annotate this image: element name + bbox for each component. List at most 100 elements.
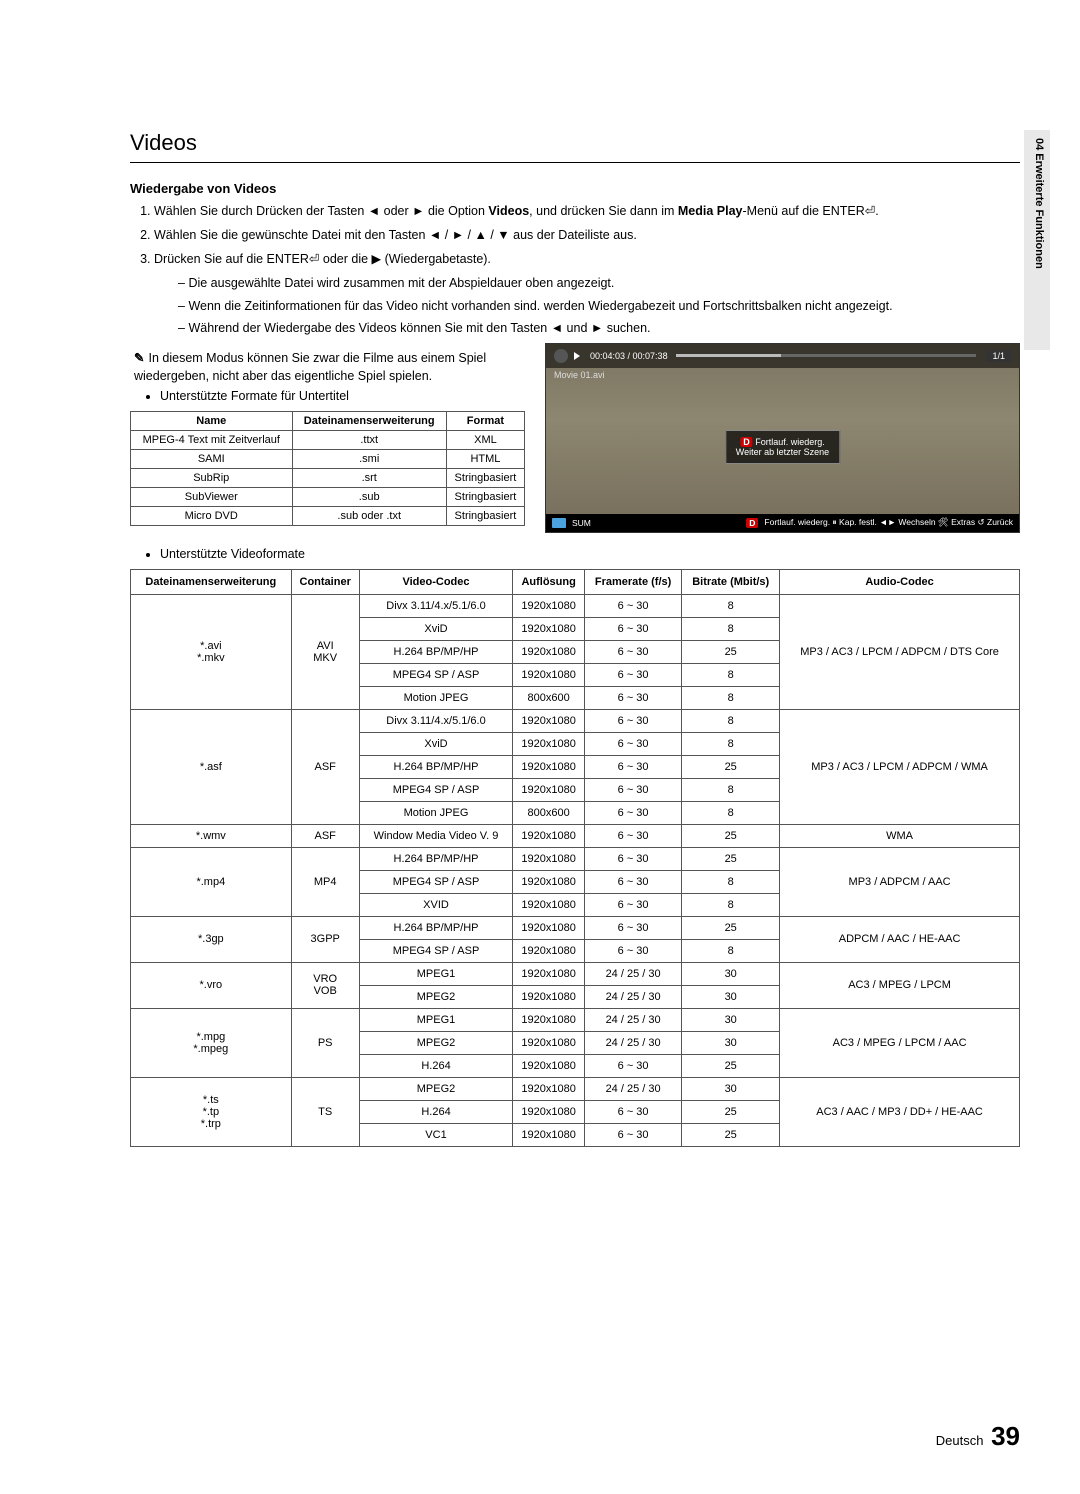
player-bottombar: SUM D Fortlauf. wiederg. ⏸ Kap. festl. ◄… xyxy=(546,514,1019,532)
table-row: MPEG-4 Text mit Zeitverlauf.ttxtXML xyxy=(131,431,525,450)
player-filename: Movie 01.avi xyxy=(554,370,605,380)
subtitle-table-header: Format xyxy=(446,412,524,431)
table-cell: 1920x1080 xyxy=(513,617,585,640)
table-cell: 24 / 25 / 30 xyxy=(584,962,681,985)
table-cell: 6 ~ 30 xyxy=(584,709,681,732)
table-cell: .ttxt xyxy=(292,431,446,450)
footer-page-number: 39 xyxy=(991,1421,1020,1451)
audio-codec-cell: AC3 / AAC / MP3 / DD+ / HE-AAC xyxy=(780,1077,1020,1146)
table-cell: 8 xyxy=(682,732,780,755)
video-player-screenshot: 00:04:03 / 00:07:38 1/1 Movie 01.avi D F… xyxy=(545,343,1020,533)
chapter-side-tab: 04 Erweiterte Funktionen xyxy=(1024,130,1050,350)
table-cell: XviD xyxy=(359,732,513,755)
step-3-sub2: Wenn die Zeitinformationen für das Video… xyxy=(178,297,1020,315)
table-cell: Divx 3.11/4.x/5.1/6.0 xyxy=(359,594,513,617)
step-1-bold1: Videos xyxy=(488,204,529,218)
ext-cell: *.mpg*.mpeg xyxy=(131,1008,292,1077)
table-cell: 800x600 xyxy=(513,686,585,709)
table-cell: Divx 3.11/4.x/5.1/6.0 xyxy=(359,709,513,732)
table-cell: 1920x1080 xyxy=(513,847,585,870)
table-cell: XviD xyxy=(359,617,513,640)
note-icon xyxy=(134,351,148,365)
table-cell: MPEG4 SP / ASP xyxy=(359,663,513,686)
step-2: Wählen Sie die gewünschte Datei mit den … xyxy=(154,226,1020,244)
table-cell: 8 xyxy=(682,709,780,732)
table-cell: 24 / 25 / 30 xyxy=(584,1077,681,1100)
table-cell: 1920x1080 xyxy=(513,1031,585,1054)
table-cell: 6 ~ 30 xyxy=(584,1100,681,1123)
step-1-mid: , und drücken Sie dann im xyxy=(529,204,678,218)
table-cell: 6 ~ 30 xyxy=(584,686,681,709)
table-cell: .srt xyxy=(292,469,446,488)
table-cell: H.264 BP/MP/HP xyxy=(359,755,513,778)
progress-bar xyxy=(676,354,977,357)
table-cell: 6 ~ 30 xyxy=(584,663,681,686)
video-table-header: Framerate (f/s) xyxy=(584,569,681,594)
table-cell: 30 xyxy=(682,1031,780,1054)
table-cell: 24 / 25 / 30 xyxy=(584,1031,681,1054)
table-cell: 1920x1080 xyxy=(513,1077,585,1100)
container-cell: AVIMKV xyxy=(291,594,359,709)
table-cell: 25 xyxy=(682,1054,780,1077)
table-cell: 1920x1080 xyxy=(513,1054,585,1077)
ext-cell: *.wmv xyxy=(131,824,292,847)
video-table-header: Container xyxy=(291,569,359,594)
table-cell: 1920x1080 xyxy=(513,709,585,732)
table-cell: 1920x1080 xyxy=(513,1123,585,1146)
player-status-icon xyxy=(554,349,568,363)
table-row: *.ts*.tp*.trpTSMPEG21920x108024 / 25 / 3… xyxy=(131,1077,1020,1100)
table-cell: Motion JPEG xyxy=(359,801,513,824)
note-text: In diesem Modus können Sie zwar die Film… xyxy=(134,351,486,383)
player-topbar: 00:04:03 / 00:07:38 1/1 xyxy=(546,344,1019,368)
note: In diesem Modus können Sie zwar die Film… xyxy=(130,349,525,385)
subheading: Wiedergabe von Videos xyxy=(130,181,1020,196)
table-cell: 8 xyxy=(682,686,780,709)
video-table-header: Bitrate (Mbit/s) xyxy=(682,569,780,594)
table-cell: 1920x1080 xyxy=(513,962,585,985)
table-cell: 8 xyxy=(682,939,780,962)
table-cell: SubRip xyxy=(131,469,293,488)
table-cell: 25 xyxy=(682,1123,780,1146)
table-cell: 6 ~ 30 xyxy=(584,916,681,939)
table-row: Micro DVD.sub oder .txtStringbasiert xyxy=(131,507,525,526)
audio-codec-cell: AC3 / MPEG / LPCM xyxy=(780,962,1020,1008)
audio-codec-cell: MP3 / AC3 / LPCM / ADPCM / DTS Core xyxy=(780,594,1020,709)
table-cell: MPEG4 SP / ASP xyxy=(359,939,513,962)
step-1: Wählen Sie durch Drücken der Tasten ◄ od… xyxy=(154,202,1020,220)
table-cell: Window Media Video V. 9 xyxy=(359,824,513,847)
table-cell: MPEG2 xyxy=(359,1077,513,1100)
table-cell: MPEG4 SP / ASP xyxy=(359,778,513,801)
table-row: *.mpg*.mpegPSMPEG11920x108024 / 25 / 303… xyxy=(131,1008,1020,1031)
step-3-sub3: Während der Wiedergabe des Videos können… xyxy=(178,319,1020,337)
sum-label: SUM xyxy=(572,518,591,528)
table-cell: 8 xyxy=(682,801,780,824)
table-row: *.vroVROVOBMPEG11920x108024 / 25 / 3030A… xyxy=(131,962,1020,985)
table-cell: 8 xyxy=(682,870,780,893)
table-cell: 1920x1080 xyxy=(513,778,585,801)
table-cell: 30 xyxy=(682,1077,780,1100)
divider xyxy=(130,162,1020,163)
step-3-sub1: Die ausgewählte Datei wird zusammen mit … xyxy=(178,274,1020,292)
table-cell: 800x600 xyxy=(513,801,585,824)
table-cell: MPEG2 xyxy=(359,985,513,1008)
container-cell: VROVOB xyxy=(291,962,359,1008)
table-row: *.mp4MP4H.264 BP/MP/HP1920x10806 ~ 3025M… xyxy=(131,847,1020,870)
table-cell: H.264 BP/MP/HP xyxy=(359,916,513,939)
table-cell: 8 xyxy=(682,778,780,801)
video-table-header: Video-Codec xyxy=(359,569,513,594)
table-cell: 30 xyxy=(682,985,780,1008)
table-cell: 1920x1080 xyxy=(513,594,585,617)
table-cell: H.264 BP/MP/HP xyxy=(359,640,513,663)
step-3-text: Drücken Sie auf die ENTER⏎ oder die ▶ (W… xyxy=(154,252,491,266)
subtitle-table-header: Dateinamenserweiterung xyxy=(292,412,446,431)
ext-cell: *.3gp xyxy=(131,916,292,962)
table-cell: .sub oder .txt xyxy=(292,507,446,526)
table-row: *.avi*.mkvAVIMKVDivx 3.11/4.x/5.1/6.0192… xyxy=(131,594,1020,617)
audio-codec-cell: AC3 / MPEG / LPCM / AAC xyxy=(780,1008,1020,1077)
table-cell: 8 xyxy=(682,893,780,916)
table-cell: 8 xyxy=(682,617,780,640)
table-cell: SAMI xyxy=(131,450,293,469)
ext-cell: *.mp4 xyxy=(131,847,292,916)
table-cell: 1920x1080 xyxy=(513,824,585,847)
footer-label: Deutsch xyxy=(936,1433,984,1448)
